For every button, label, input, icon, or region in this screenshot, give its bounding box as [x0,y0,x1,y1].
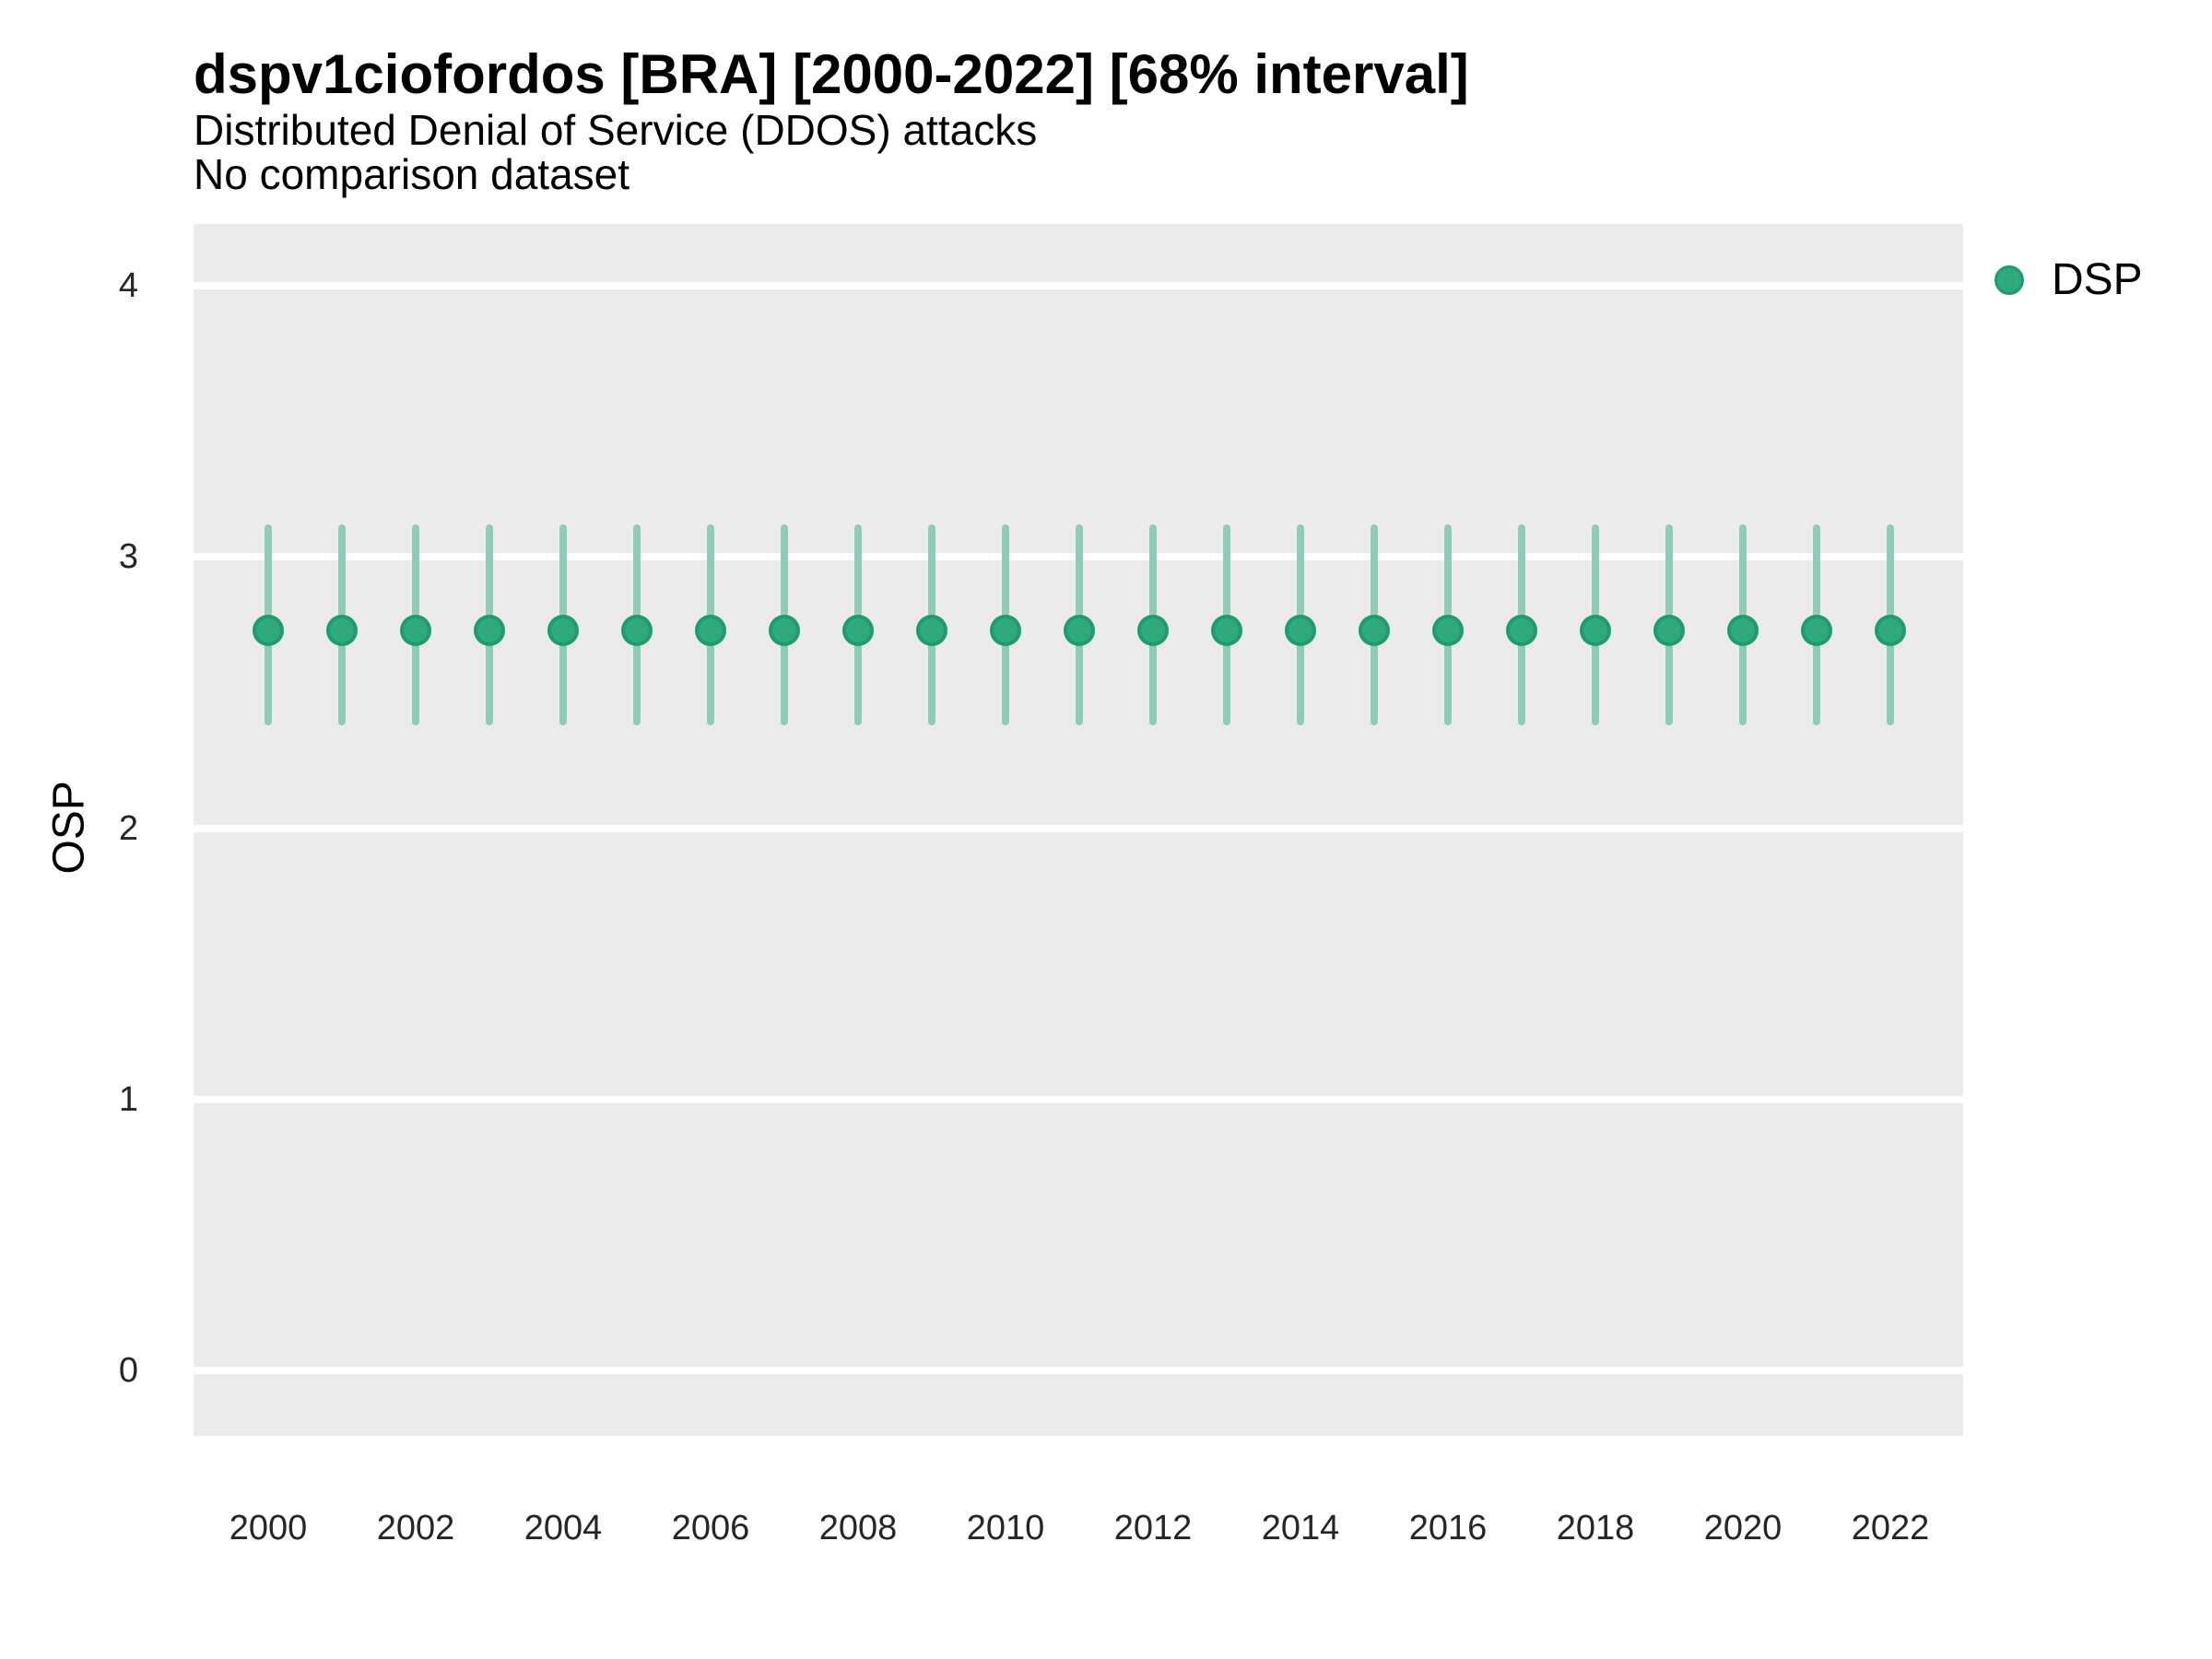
data-point-2005 [621,614,653,646]
x-tick-label: 2008 [818,1509,898,1547]
x-tick-label: 2002 [376,1509,455,1547]
data-point-2010 [990,614,1021,646]
chart-subtitle: Distributed Denial of Service (DDOS) att… [194,106,1038,154]
gridline-y-4 [194,282,1963,289]
data-point-2018 [1580,614,1611,646]
x-tick-label: 2006 [671,1509,750,1547]
gridline-y-0 [194,1367,1963,1374]
x-tick-label: 2016 [1408,1509,1488,1547]
data-point-2013 [1211,614,1242,646]
legend-point-icon [1994,265,2024,295]
x-tick-label: 2020 [1703,1509,1783,1547]
data-point-2014 [1285,614,1316,646]
y-tick-label: 2 [118,808,138,848]
plot-panel [194,224,1963,1436]
y-tick-label: 0 [118,1351,138,1390]
data-point-2009 [916,614,947,646]
data-point-2016 [1432,614,1464,646]
data-point-2012 [1137,614,1169,646]
comparison-note: No comparison dataset [194,150,630,198]
legend: DSP [1994,254,2143,305]
data-point-2011 [1064,614,1095,646]
gridline-y-2 [194,824,1963,832]
y-tick-label: 4 [118,266,138,305]
data-point-2015 [1359,614,1390,646]
data-point-2022 [1875,614,1906,646]
legend-series-label: DSP [2052,255,2143,304]
y-tick-label: 3 [118,537,138,577]
x-tick-label: 2004 [524,1509,603,1547]
x-tick-label: 2018 [1556,1509,1635,1547]
data-point-2004 [547,614,579,646]
data-point-2001 [326,614,358,646]
data-point-2021 [1801,614,1832,646]
y-tick-label: 1 [118,1079,138,1119]
data-point-2002 [400,614,431,646]
data-point-2019 [1653,614,1685,646]
data-point-2003 [474,614,505,646]
x-tick-label: 2014 [1261,1509,1340,1547]
gridline-y-1 [194,1095,1963,1103]
data-point-2008 [842,614,874,646]
data-point-2006 [695,614,726,646]
x-tick-label: 2012 [1113,1509,1193,1547]
data-point-2020 [1727,614,1759,646]
x-tick-label: 2000 [229,1509,308,1547]
chart-title: dspv1ciofordos [BRA] [2000-2022] [68% in… [194,43,1469,105]
x-tick-label: 2022 [1851,1509,1930,1547]
data-point-2007 [769,614,800,646]
data-point-2017 [1506,614,1537,646]
x-tick-label: 2010 [966,1509,1045,1547]
data-point-2000 [253,614,284,646]
